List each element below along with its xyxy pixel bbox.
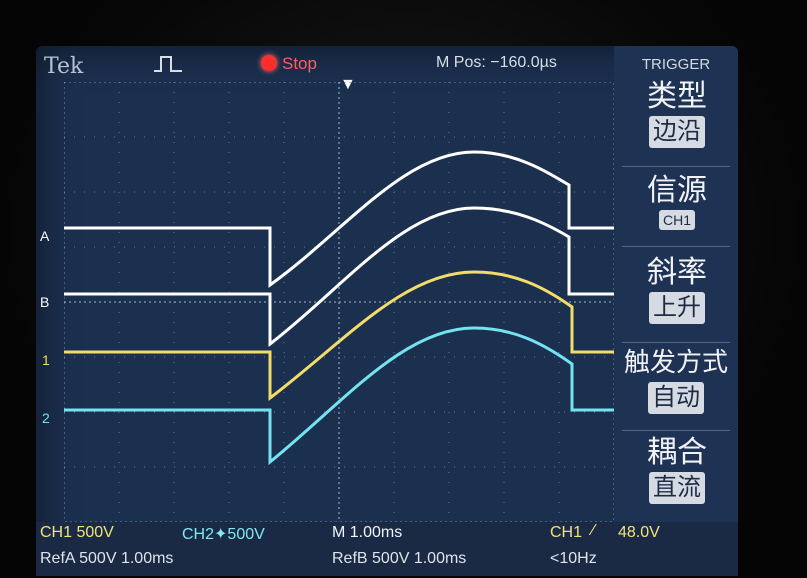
scope-screen: Tek Stop M Pos: −160.0µs ▼	[36, 46, 738, 576]
marker-ch2-label: 2	[42, 410, 50, 426]
trigger-coupling-option[interactable]: 耦合 直流	[622, 436, 732, 504]
m-pos-label: M Pos:	[436, 54, 486, 71]
waveform-graticule	[64, 82, 614, 522]
horizontal-position: M Pos: −160.0µs	[436, 54, 557, 72]
trigger-slope-value: 上升	[649, 292, 705, 324]
marker-ref-b-label: B	[40, 294, 50, 310]
trigger-mode-value: 自动	[648, 382, 704, 414]
run-state: Stop	[282, 54, 317, 73]
brand-logo: Tek	[44, 54, 84, 79]
menu-divider	[622, 342, 730, 343]
trigger-mode-option[interactable]: 触发方式 自动	[614, 346, 738, 414]
status-bottom-bar: CH1 500V CH2✦500V M 1.00ms CH1 ∕ 48.0V R…	[36, 522, 738, 576]
trigger-source-value: CH1	[658, 210, 695, 230]
trigger-slope-option[interactable]: 斜率 上升	[622, 256, 732, 324]
reference-a-trace	[64, 150, 614, 288]
status-top-bar: Tek Stop M Pos: −160.0µs ▼	[36, 46, 626, 93]
trigger-type-option[interactable]: 类型 边沿	[622, 80, 732, 148]
trigger-menu-panel: TRIGGER 类型 边沿 信源 CH1 斜率 上升 触发方式 自动 耦合 直流	[614, 46, 738, 522]
trigger-source-readout: CH1	[550, 524, 583, 541]
trigger-position-arrow-icon: ▼	[340, 76, 356, 93]
m-pos-value: −160.0µs	[490, 54, 557, 71]
trigger-level: 48.0V	[618, 524, 660, 541]
ch2-scale: CH2✦500V	[182, 526, 265, 543]
trigger-source-option[interactable]: 信源 CH1	[622, 174, 732, 230]
trigger-coupling-label: 耦合	[647, 435, 707, 470]
pulse-icon	[154, 54, 182, 79]
rising-edge-icon: ∕	[592, 522, 595, 539]
ch1-scale: CH1 500V	[40, 524, 114, 541]
menu-divider	[622, 246, 730, 247]
trigger-slope-label: 斜率	[647, 255, 707, 290]
trigger-type-label: 类型	[647, 79, 707, 114]
trigger-menu-title: TRIGGER	[641, 56, 711, 73]
ref-b-info: RefB 500V 1.00ms	[332, 550, 467, 567]
stop-indicator-icon	[261, 55, 277, 71]
marker-ch1-label: 1	[42, 352, 50, 368]
reference-b-trace	[64, 206, 614, 348]
ch2-trace	[64, 326, 614, 466]
menu-divider	[622, 430, 730, 431]
graticule-center-axes	[64, 82, 614, 522]
timebase: M 1.00ms	[332, 524, 403, 541]
trigger-mode-label: 触发方式	[623, 348, 728, 378]
trigger-coupling-value: 直流	[649, 472, 705, 504]
menu-divider	[622, 166, 730, 167]
trigger-source-label: 信源	[647, 173, 707, 208]
ref-a-info: RefA 500V 1.00ms	[40, 550, 174, 567]
trigger-frequency: <10Hz	[550, 550, 597, 567]
trigger-type-value: 边沿	[649, 116, 705, 148]
marker-ref-a-label: A	[40, 228, 50, 244]
ch1-trace	[64, 270, 614, 402]
